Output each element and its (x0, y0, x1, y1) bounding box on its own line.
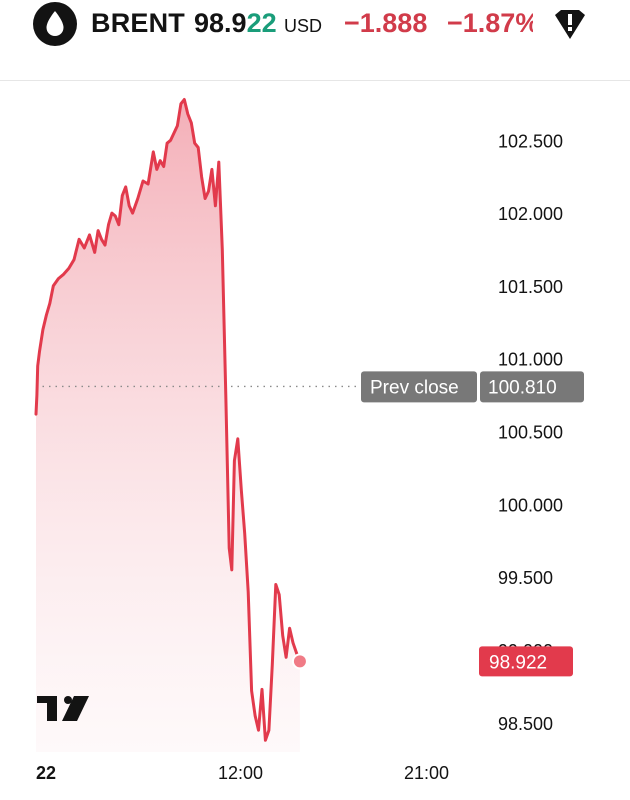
tradingview-logo[interactable] (37, 696, 89, 721)
price-main: 98.9 (194, 8, 247, 38)
price-chart[interactable]: 98.50099.00099.500100.000100.500101.0001… (0, 82, 630, 800)
price-change: −1.888 (344, 8, 428, 38)
chart-area[interactable]: 98.50099.00099.500100.000100.500101.0001… (0, 82, 630, 800)
quote-header: BRENT 98.922 USD −1.888 −1.87% (0, 0, 630, 81)
last-price-dot (291, 653, 308, 670)
y-tick-label: 102.500 (498, 131, 563, 151)
y-tick-label: 99.500 (498, 568, 553, 588)
last-price-value: 98.922 (489, 652, 547, 673)
last-price-badge (479, 646, 573, 677)
y-tick-label: 100.500 (498, 423, 563, 443)
x-tick-label: 21:00 (404, 763, 449, 783)
oil-drop-icon[interactable] (33, 2, 77, 46)
price-highlight-digits: 22 (246, 8, 277, 38)
y-tick-label: 98.500 (498, 714, 553, 734)
y-tick-label: 101.500 (498, 277, 563, 297)
prev-close-label: Prev close (370, 377, 459, 398)
prev-close-badge (361, 371, 477, 403)
prev-close-value: 100.810 (488, 377, 557, 398)
last-price: 98.922 (194, 8, 277, 39)
price-area-fill (36, 99, 300, 752)
y-tick-label: 100.000 (498, 495, 563, 515)
x-tick-label: 12:00 (218, 763, 263, 783)
symbol-name[interactable]: BRENT (91, 8, 185, 38)
price-alert-icon[interactable] (552, 6, 588, 42)
prev-close-value-badge (480, 371, 584, 403)
x-tick-label: 22 (36, 763, 56, 783)
price-line (34, 98, 302, 742)
y-tick-label: 101.000 (498, 350, 563, 370)
y-tick-label: 102.000 (498, 204, 563, 224)
currency-label: USD (284, 16, 323, 36)
price-change-percent: −1.87% (447, 8, 533, 38)
